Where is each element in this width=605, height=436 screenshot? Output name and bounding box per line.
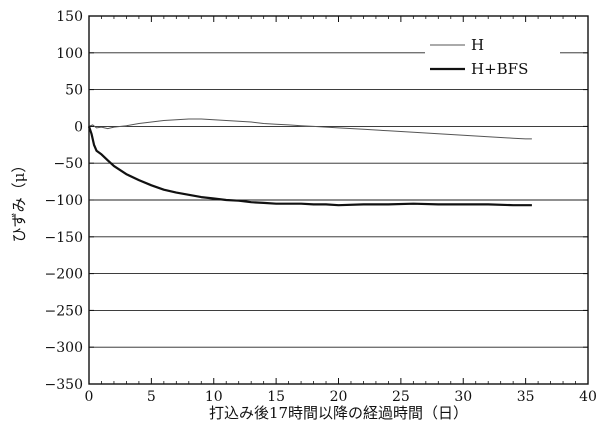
legend-background [425, 34, 560, 82]
y-tick-labels: 150 100 50 0 −50 −100 −150 −200 −250 −300 −350 [45, 9, 83, 393]
y-tick-label: 100 [56, 46, 83, 62]
x-tick-label: 35 [517, 389, 535, 405]
y-tick-label: 0 [74, 119, 83, 135]
x-axis-title: 打込み後17時間以降の経過時間（日） [209, 404, 468, 422]
legend-label-h-bfs: H+BFS [471, 60, 528, 78]
series-layer [87, 118, 532, 207]
y-tick-label: −100 [45, 193, 83, 209]
y-tick-label: −300 [45, 340, 83, 356]
y-tick-label: −50 [53, 156, 83, 172]
x-tick-label: 5 [147, 389, 156, 405]
y-tick-label: −150 [45, 230, 83, 246]
y-tick-label: −200 [45, 267, 83, 283]
x-tick-labels: 0 5 10 15 20 25 30 35 40 [85, 389, 597, 405]
x-tick-label: 10 [205, 389, 223, 405]
tick-marks [88, 15, 589, 385]
legend-label-h: H [471, 36, 484, 54]
series-line-h-bfs [87, 126, 532, 207]
x-tick-label: 40 [579, 389, 597, 405]
series-line-h [88, 118, 532, 140]
x-tick-label: 30 [454, 389, 472, 405]
y-tick-label: 50 [65, 83, 83, 99]
grid-lines [89, 52, 588, 348]
x-tick-label: 25 [392, 389, 410, 405]
y-axis-title: ひずみ（μ） [10, 158, 28, 243]
x-tick-label: 20 [330, 389, 348, 405]
x-tick-label: 15 [267, 389, 285, 405]
y-tick-label: −250 [45, 303, 83, 319]
x-tick-label: 0 [85, 389, 94, 405]
y-tick-label: 150 [56, 9, 83, 25]
legend: H H+BFS [425, 34, 560, 82]
y-tick-label: −350 [45, 377, 83, 393]
